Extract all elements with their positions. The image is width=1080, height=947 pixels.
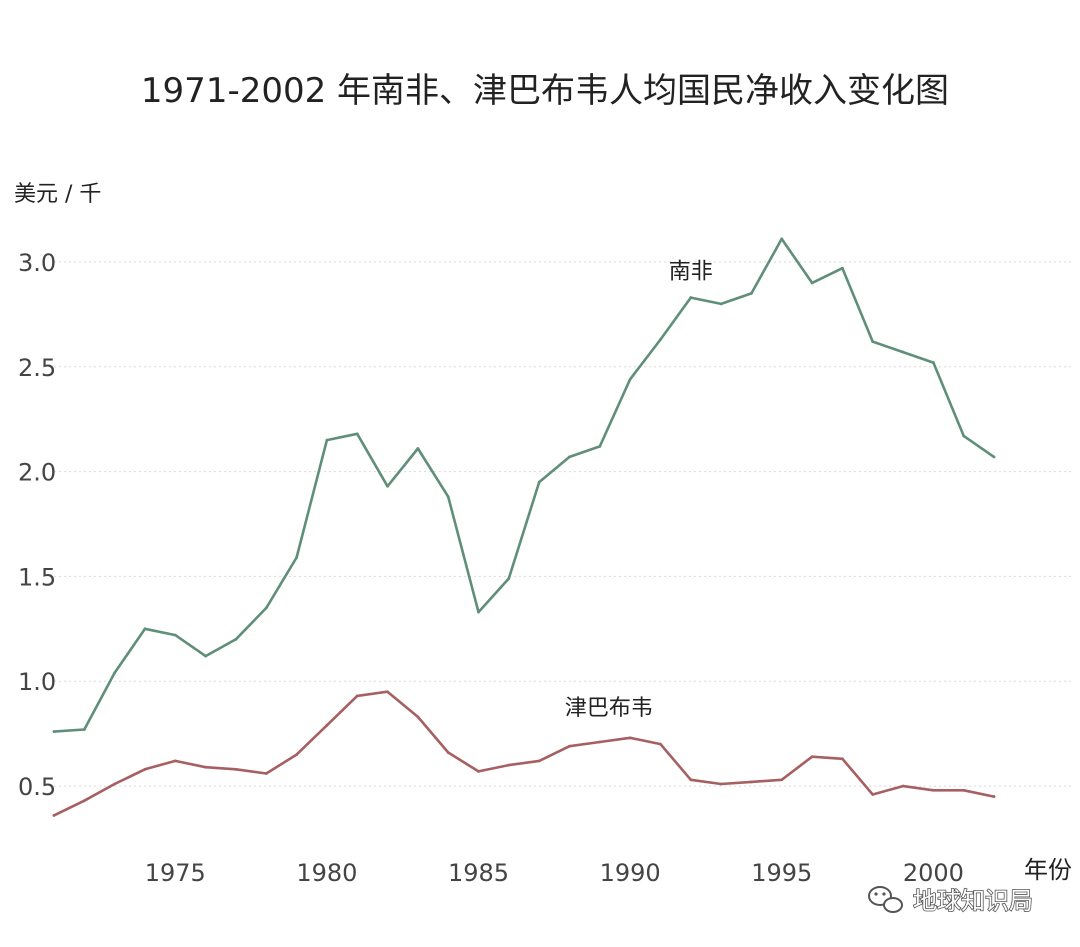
data-point: [355, 694, 359, 698]
data-point: [750, 780, 753, 784]
data-point: [537, 480, 541, 484]
data-point: [719, 302, 723, 306]
data-point: [173, 759, 177, 763]
y-tick-label: 2.5: [18, 354, 56, 382]
data-point: [416, 447, 420, 450]
data-point: [507, 577, 511, 580]
data-point: [901, 784, 905, 788]
data-point: [871, 340, 875, 343]
series-line-0: [52, 237, 996, 733]
data-point: [628, 736, 632, 740]
data-point: [840, 266, 844, 270]
series-label-1: 津巴布韦: [565, 696, 653, 721]
data-point: [52, 730, 56, 733]
data-point: [386, 484, 389, 488]
data-point: [325, 438, 329, 442]
data-point: [750, 291, 753, 295]
data-point: [962, 788, 966, 792]
data-point: [780, 237, 784, 241]
data-point: [598, 445, 602, 448]
data-point: [719, 782, 723, 786]
data-point: [82, 799, 86, 803]
x-tick-label: 1985: [448, 859, 509, 887]
data-point: [113, 782, 117, 786]
data-point: [901, 350, 905, 354]
y-tick-label: 0.5: [18, 773, 56, 801]
watermark-text: 地球知识局: [913, 887, 1033, 915]
data-point: [507, 763, 511, 767]
data-point: [931, 788, 935, 792]
data-point: [992, 455, 996, 459]
y-tick-label: 1.0: [18, 668, 56, 696]
x-tick-label: 1990: [600, 859, 661, 887]
y-axis-label: 美元 / 千: [14, 182, 101, 207]
data-point: [234, 767, 238, 771]
series-line-1: [52, 690, 996, 817]
data-point: [173, 633, 177, 637]
x-tick-label: 2000: [903, 859, 964, 887]
data-point: [204, 654, 208, 658]
data-point: [386, 690, 389, 694]
data-point: [477, 769, 480, 773]
x-axis-label: 年份: [1024, 856, 1072, 884]
data-point: [325, 723, 329, 727]
data-point: [537, 759, 541, 763]
data-point: [416, 715, 420, 719]
y-tick-label: 1.5: [18, 563, 56, 591]
data-point: [568, 744, 571, 748]
data-point: [628, 377, 632, 381]
series-group: [52, 237, 996, 817]
data-point: [840, 757, 844, 761]
x-tick-label: 1980: [296, 859, 357, 887]
data-point: [780, 778, 784, 782]
chart-title: 1971-2002 年南非、津巴布韦人均国民净收入变化图: [141, 71, 949, 111]
data-point: [477, 610, 480, 614]
y-axis-ticks: 0.5 1.0 1.5 2.0 2.5 3.0: [18, 249, 56, 801]
data-point: [52, 814, 56, 817]
data-point: [446, 751, 450, 754]
data-point: [113, 671, 117, 675]
y-tick-label: 3.0: [18, 249, 56, 277]
data-point: [962, 434, 966, 438]
x-tick-label: 1995: [751, 859, 812, 887]
y-tick-label: 2.0: [18, 459, 56, 487]
data-point: [659, 742, 662, 746]
data-point: [931, 361, 935, 364]
data-point: [689, 778, 693, 782]
watermark: 地球知识局: [868, 886, 1034, 916]
data-point: [659, 338, 662, 341]
data-point: [810, 755, 814, 759]
data-point: [234, 637, 238, 641]
data-point: [992, 795, 996, 798]
data-point: [871, 793, 875, 796]
x-axis-ticks: 1975 1980 1985 1990 1995 2000: [145, 859, 964, 887]
data-point: [355, 432, 359, 436]
data-point: [598, 740, 602, 744]
wechat-icon: [868, 886, 903, 913]
data-point: [295, 556, 298, 559]
x-tick-label: 1975: [145, 859, 206, 887]
series-label-0: 南非: [669, 260, 713, 285]
data-point: [264, 772, 268, 775]
data-point: [143, 767, 147, 771]
data-point: [143, 627, 147, 631]
data-point: [446, 495, 450, 499]
data-point: [204, 765, 208, 769]
data-point: [689, 296, 693, 299]
data-point: [264, 606, 268, 610]
data-point: [568, 455, 571, 459]
data-point: [82, 728, 86, 731]
data-point: [295, 753, 298, 757]
data-point: [810, 281, 814, 285]
